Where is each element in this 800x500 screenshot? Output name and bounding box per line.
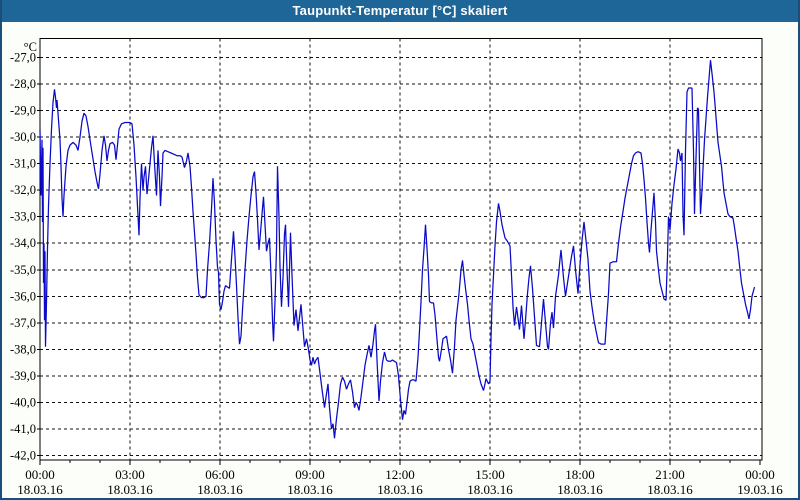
x-tick-date-label: 18.03.16 — [557, 482, 603, 497]
x-tick-date-label: 18.03.16 — [647, 482, 693, 497]
x-tick-date-label: 18.03.16 — [467, 482, 513, 497]
y-tick-label: -33,0 — [10, 210, 36, 224]
plot-frame — [39, 37, 763, 461]
y-tick-label: -29,0 — [10, 104, 36, 118]
x-tick-date-label: 18.03.16 — [17, 482, 63, 497]
x-tick-time-label: 00:00 — [745, 467, 775, 482]
x-tick-time-label: 12:00 — [385, 467, 415, 482]
y-tick-label: -37,0 — [10, 316, 36, 330]
y-tick-label: -39,0 — [10, 369, 36, 383]
x-tick-time-label: 18:00 — [565, 467, 595, 482]
y-axis-unit-label: °C — [24, 40, 37, 54]
x-tick-date-label: 18.03.16 — [197, 482, 243, 497]
y-tick-label: -30,0 — [10, 130, 36, 144]
x-tick-date-label: 18.03.16 — [107, 482, 153, 497]
y-tick-label: -40,0 — [10, 395, 36, 409]
y-tick-label: -28,0 — [10, 77, 36, 91]
dewpoint-temperature-line — [39, 60, 756, 439]
x-tick-time-label: 21:00 — [655, 467, 685, 482]
y-tick-label: -34,0 — [10, 236, 36, 250]
x-tick-date-label: 19.03.16 — [737, 482, 783, 497]
y-tick-label: -41,0 — [10, 422, 36, 436]
y-tick-label: -32,0 — [10, 183, 36, 197]
y-tick-label: -36,0 — [10, 289, 36, 303]
y-tick-label: -35,0 — [10, 263, 36, 277]
x-tick-date-label: 18.03.16 — [377, 482, 423, 497]
plot-background — [40, 38, 762, 460]
x-tick-date-label: 18.03.16 — [287, 482, 333, 497]
y-tick-label: -42,0 — [10, 449, 36, 463]
title-bar: Taupunkt-Temperatur [°C] skaliert — [2, 0, 798, 22]
y-tick-label: -31,0 — [10, 157, 36, 171]
y-tick-label: -27,0 — [10, 51, 36, 65]
x-tick-time-label: 09:00 — [295, 467, 325, 482]
x-tick-time-label: 15:00 — [475, 467, 505, 482]
chart-title: Taupunkt-Temperatur [°C] skaliert — [292, 3, 508, 18]
y-tick-label: -38,0 — [10, 342, 36, 356]
x-tick-time-label: 03:00 — [115, 467, 145, 482]
x-tick-time-label: 00:00 — [25, 467, 55, 482]
x-tick-time-label: 06:00 — [205, 467, 235, 482]
